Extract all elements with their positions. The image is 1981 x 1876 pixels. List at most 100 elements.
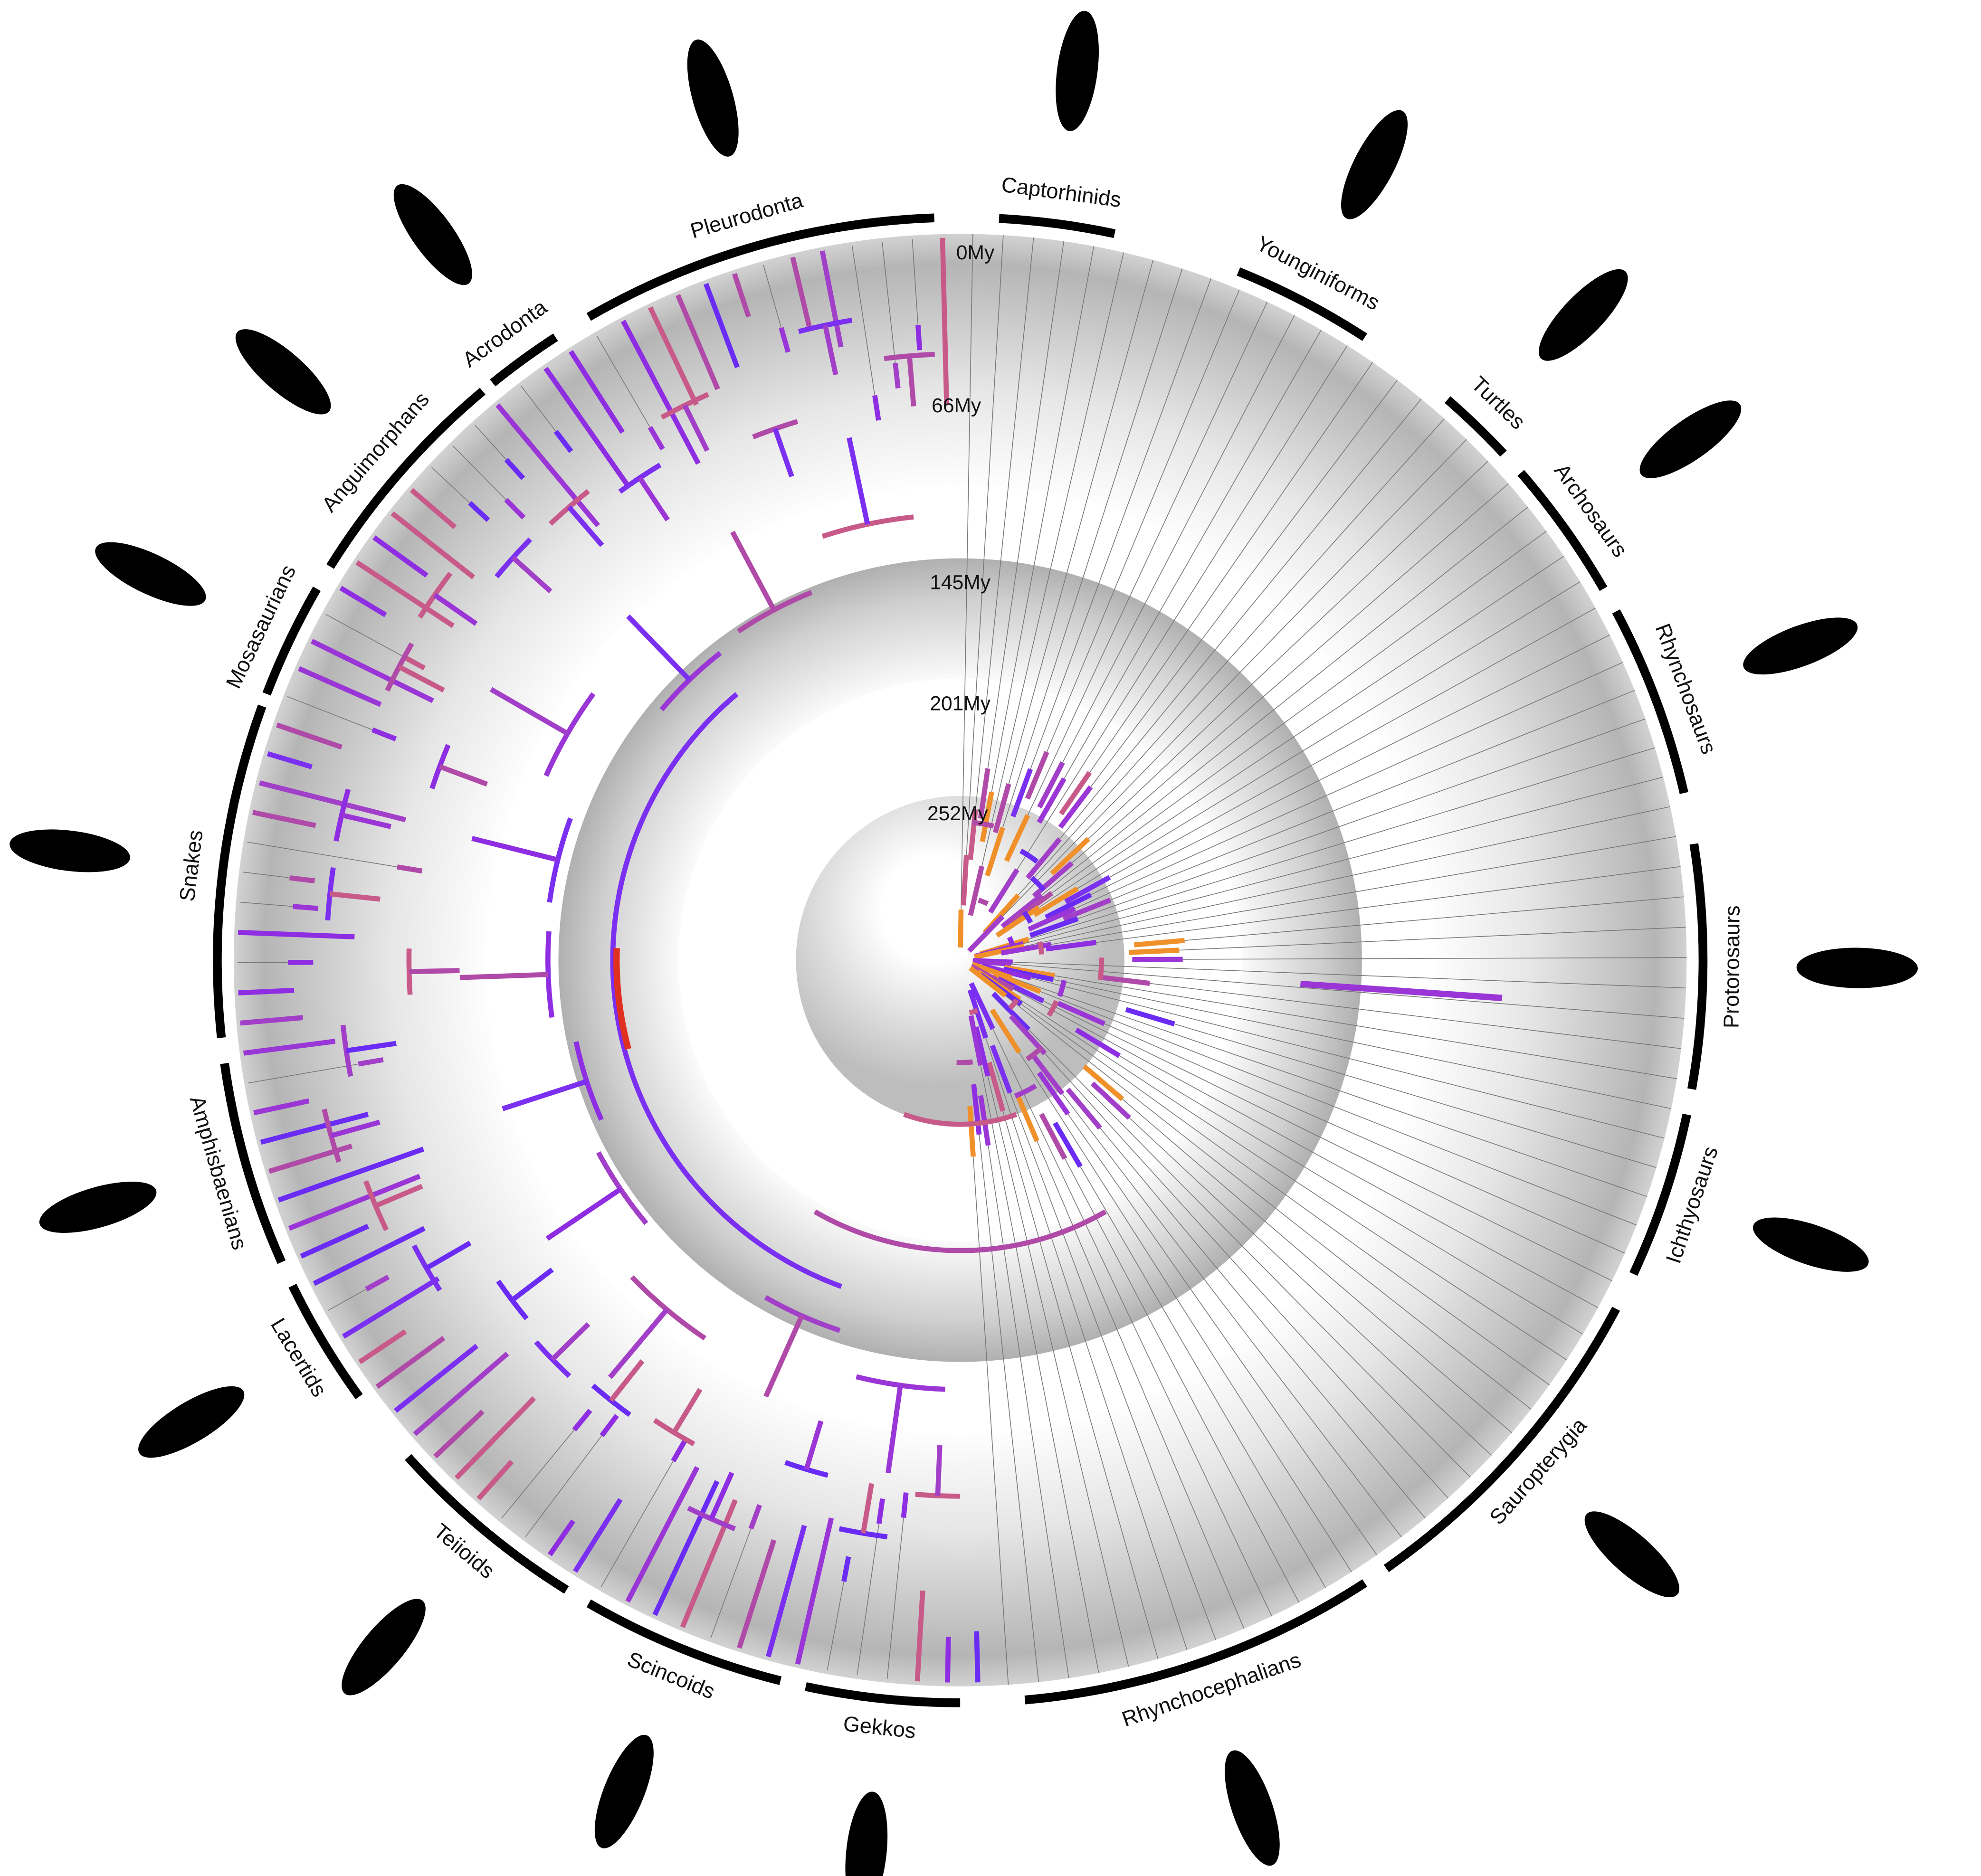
tip-line (1179, 927, 1686, 951)
branch (253, 1098, 310, 1116)
tip-line (1005, 995, 1532, 1410)
silhouette (1752, 1217, 1869, 1272)
branch-arc (591, 1383, 631, 1417)
tip-line (979, 1134, 1039, 1682)
branch (680, 1499, 738, 1628)
branch (1134, 938, 1185, 947)
branch (433, 593, 478, 626)
branch (1039, 1113, 1067, 1160)
branch (1037, 777, 1067, 824)
branch (1300, 980, 1503, 1001)
branch (1075, 1027, 1121, 1058)
clade-label: Younginiforms (1252, 231, 1383, 315)
branch-arc (1037, 941, 1044, 955)
branch (978, 768, 990, 819)
branch (969, 982, 995, 1030)
branch (675, 294, 720, 390)
tip-line (1104, 1023, 1625, 1254)
branch (1037, 1071, 1070, 1116)
tip-line (1119, 1055, 1583, 1335)
tip-line (1010, 1092, 1216, 1640)
branch (1066, 1087, 1102, 1130)
tip-line (1100, 1127, 1426, 1518)
branch (992, 783, 1011, 834)
branch-arc (813, 1209, 1107, 1253)
branch (730, 531, 776, 611)
branch-arc (978, 898, 989, 906)
clade-bar (288, 1283, 363, 1400)
branch (471, 836, 559, 862)
branch (1128, 947, 1180, 955)
branch (504, 458, 525, 480)
branch-arc (798, 317, 853, 334)
branch-arc (737, 590, 813, 634)
branch (682, 404, 710, 452)
tip-line (1030, 278, 1211, 769)
branch (968, 809, 978, 860)
branch (1025, 751, 1049, 800)
tip-line (1182, 957, 1687, 960)
branch-arc (1047, 1000, 1059, 1017)
tip-line (1088, 461, 1488, 839)
branch (992, 970, 1042, 994)
branch (339, 586, 387, 617)
tip-line (1002, 1111, 1159, 1659)
tip-line (985, 1038, 1188, 1650)
branch-arc (660, 392, 709, 420)
branch (372, 535, 429, 578)
branch-arc (1008, 998, 1019, 1010)
branch (259, 780, 407, 823)
branch (841, 1556, 851, 1582)
branch (970, 964, 1015, 992)
branch (987, 1061, 1006, 1112)
branch-arc (548, 489, 590, 526)
branch (1015, 1093, 1039, 1142)
branch (914, 1590, 925, 1682)
branch (1004, 814, 1030, 862)
branch (489, 687, 569, 736)
tip-line (992, 1029, 1272, 1617)
silhouette (1539, 269, 1628, 361)
tip-line (328, 1289, 367, 1311)
branch (310, 639, 434, 703)
tip-line (1051, 836, 1676, 945)
branch (268, 1143, 353, 1174)
tip-line (1024, 806, 1670, 947)
silhouette (235, 329, 331, 415)
clade-bar (1517, 470, 1608, 591)
branch (358, 1329, 407, 1364)
branch (608, 1308, 669, 1379)
branch (243, 1039, 336, 1056)
clade-bar (326, 388, 486, 569)
tip-line (239, 901, 293, 907)
branch (1053, 1121, 1083, 1168)
branch-arc (1007, 936, 1015, 946)
tip-line (710, 1528, 752, 1639)
tip-line (1027, 302, 1268, 815)
clade-bar (1444, 396, 1507, 457)
tip-line (247, 842, 398, 868)
tip-line (1053, 979, 1672, 1109)
tip-line (431, 467, 470, 503)
branch (973, 1026, 990, 1077)
tip-line (243, 872, 290, 879)
time-label: 145My (930, 571, 990, 594)
tip-line (1030, 977, 1665, 1139)
branch-arc (325, 867, 336, 921)
branch (1057, 1001, 1105, 1026)
branch (567, 505, 604, 547)
branch (703, 283, 740, 369)
clade-arcs (10, 10, 1918, 1876)
tip-line (1041, 506, 1528, 896)
silhouette (39, 1182, 157, 1233)
branch (1000, 893, 1044, 929)
branch (995, 905, 1040, 938)
clade-label: Gekkos (842, 1711, 917, 1743)
branch-arc (956, 1059, 973, 1065)
branch (390, 511, 476, 579)
clade-label: Archosaurs (1550, 459, 1632, 561)
branch (766, 1525, 807, 1658)
branch (672, 1388, 703, 1434)
time-label: 0My (956, 241, 995, 264)
branch-arc (1019, 848, 1039, 864)
